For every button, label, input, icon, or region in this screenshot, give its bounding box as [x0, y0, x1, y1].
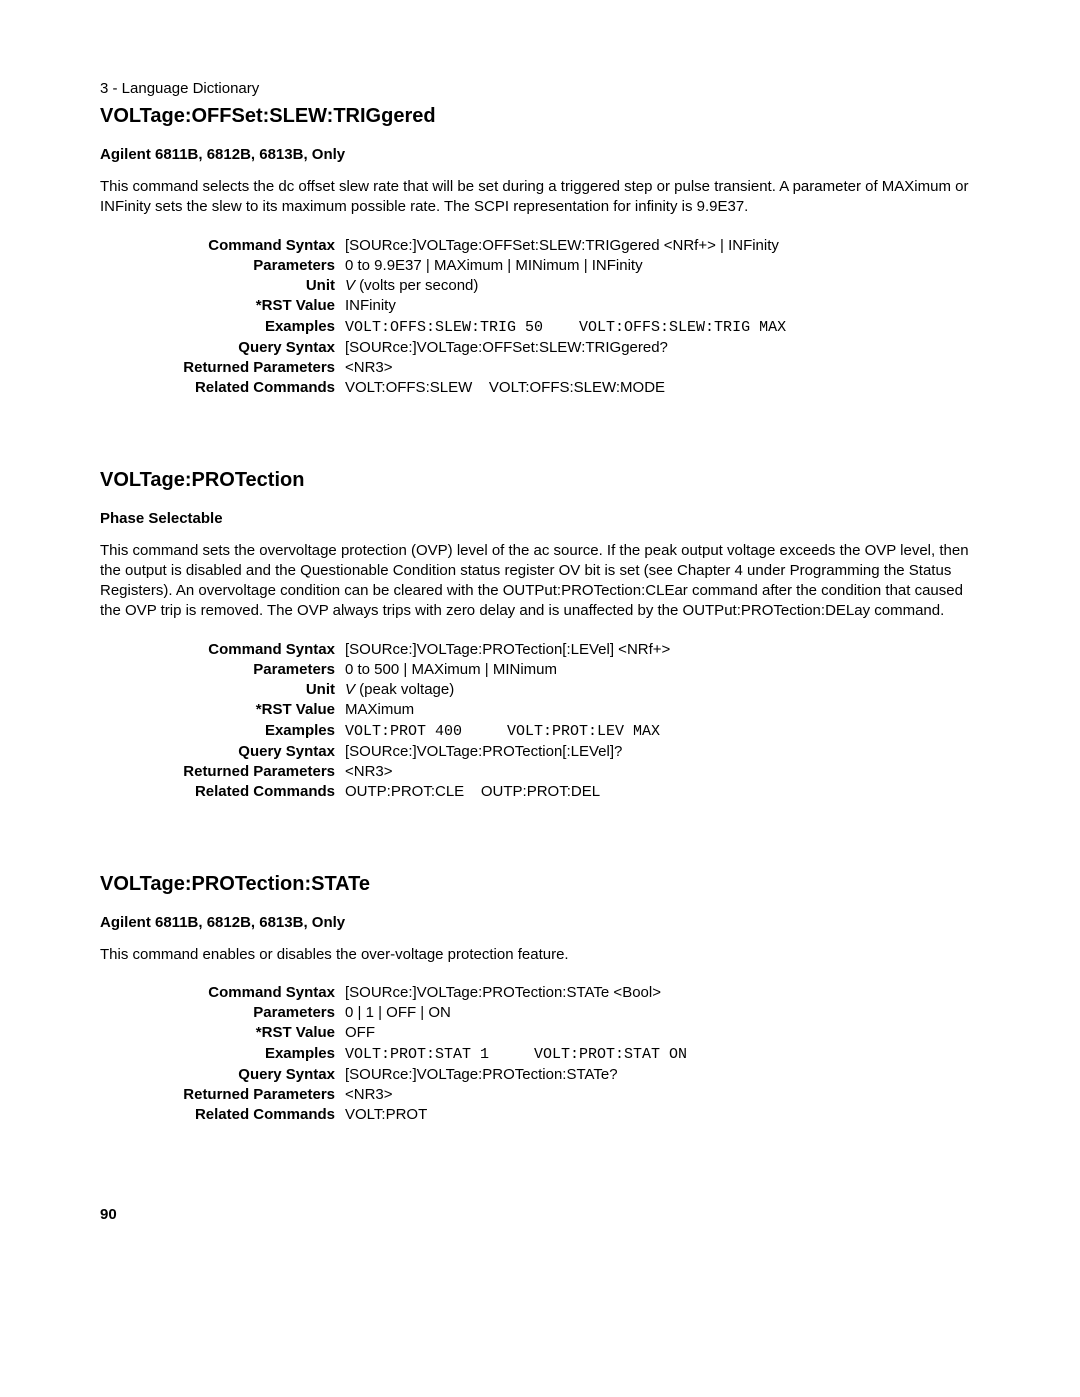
param-label: Returned Parameters — [100, 1085, 345, 1105]
param-label: Command Syntax — [100, 983, 345, 1003]
command-subtitle: Agilent 6811B, 6812B, 6813B, Only — [100, 914, 980, 931]
param-value-example: VOLT:OFFS:SLEW:TRIG 50 VOLT:OFFS:SLEW:TR… — [345, 318, 786, 338]
param-value: [SOURce:]VOLTage:OFFSet:SLEW:TRIGgered <… — [345, 236, 779, 256]
param-row: Returned Parameters <NR3> — [100, 1085, 980, 1105]
param-row: Unit V (peak voltage) — [100, 680, 980, 700]
param-row: Query Syntax [SOURce:]VOLTage:OFFSet:SLE… — [100, 338, 980, 358]
param-label: Examples — [100, 1044, 345, 1064]
param-label: Returned Parameters — [100, 358, 345, 378]
param-label: Query Syntax — [100, 742, 345, 762]
section-gap — [100, 439, 980, 469]
param-value: VOLT:OFFS:SLEW VOLT:OFFS:SLEW:MODE — [345, 378, 665, 398]
param-value-example: VOLT:PROT 400 VOLT:PROT:LEV MAX — [345, 722, 660, 742]
param-value: 0 to 500 | MAXimum | MINimum — [345, 660, 557, 680]
param-value: [SOURce:]VOLTage:PROTection[:LEVel] <NRf… — [345, 640, 670, 660]
unit-symbol: V — [345, 277, 355, 294]
param-value: OUTP:PROT:CLE OUTP:PROT:DEL — [345, 782, 600, 802]
param-value: [SOURce:]VOLTage:PROTection:STATe? — [345, 1065, 618, 1085]
unit-symbol: V — [345, 681, 355, 698]
param-label: Examples — [100, 317, 345, 337]
param-value: [SOURce:]VOLTage:PROTection[:LEVel]? — [345, 742, 622, 762]
parameter-table: Command Syntax [SOURce:]VOLTage:PROTecti… — [100, 640, 980, 803]
command-subtitle: Agilent 6811B, 6812B, 6813B, Only — [100, 146, 980, 163]
unit-text: (volts per second) — [355, 277, 478, 294]
page-container: 3 - Language Dictionary VOLTage:OFFSet:S… — [0, 0, 1080, 1283]
param-row: *RST Value MAXimum — [100, 700, 980, 720]
param-label: Related Commands — [100, 1105, 345, 1125]
param-label: *RST Value — [100, 700, 345, 720]
param-row: Parameters 0 to 9.9E37 | MAXimum | MINim… — [100, 256, 980, 276]
command-description: This command selects the dc offset slew … — [100, 177, 980, 218]
param-row: Returned Parameters <NR3> — [100, 358, 980, 378]
param-row: Examples VOLT:OFFS:SLEW:TRIG 50 VOLT:OFF… — [100, 317, 980, 338]
param-label: Examples — [100, 721, 345, 741]
param-label: Related Commands — [100, 378, 345, 398]
parameter-table: Command Syntax [SOURce:]VOLTage:PROTecti… — [100, 983, 980, 1126]
command-title: VOLTage:PROTection:STATe — [100, 873, 980, 896]
param-value: <NR3> — [345, 358, 393, 378]
param-row: Unit V (volts per second) — [100, 276, 980, 296]
param-value: 0 | 1 | OFF | ON — [345, 1003, 451, 1023]
command-title: VOLTage:PROTection — [100, 469, 980, 492]
param-label: Unit — [100, 680, 345, 700]
param-label: Unit — [100, 276, 345, 296]
param-label: Returned Parameters — [100, 762, 345, 782]
param-label: *RST Value — [100, 1023, 345, 1043]
param-row: Parameters 0 to 500 | MAXimum | MINimum — [100, 660, 980, 680]
param-row: Command Syntax [SOURce:]VOLTage:PROTecti… — [100, 983, 980, 1003]
param-label: Query Syntax — [100, 1065, 345, 1085]
param-label: Command Syntax — [100, 640, 345, 660]
section-gap — [100, 843, 980, 873]
param-value: INFinity — [345, 296, 396, 316]
param-label: Related Commands — [100, 782, 345, 802]
param-value: V (volts per second) — [345, 276, 478, 296]
param-value: MAXimum — [345, 700, 414, 720]
parameter-table: Command Syntax [SOURce:]VOLTage:OFFSet:S… — [100, 236, 980, 399]
param-value: <NR3> — [345, 762, 393, 782]
param-label: Parameters — [100, 256, 345, 276]
param-row: Query Syntax [SOURce:]VOLTage:PROTection… — [100, 742, 980, 762]
section-2: VOLTage:PROTection:STATe Agilent 6811B, … — [100, 873, 980, 1126]
param-label: *RST Value — [100, 296, 345, 316]
param-value: OFF — [345, 1023, 375, 1043]
page-header: 3 - Language Dictionary — [100, 80, 980, 97]
param-row: Related Commands VOLT:OFFS:SLEW VOLT:OFF… — [100, 378, 980, 398]
param-row: Related Commands VOLT:PROT — [100, 1105, 980, 1125]
unit-text: (peak voltage) — [355, 681, 454, 698]
param-row: Examples VOLT:PROT 400 VOLT:PROT:LEV MAX — [100, 721, 980, 742]
command-title: VOLTage:OFFSet:SLEW:TRIGgered — [100, 105, 980, 128]
param-row: Command Syntax [SOURce:]VOLTage:PROTecti… — [100, 640, 980, 660]
param-value: [SOURce:]VOLTage:OFFSet:SLEW:TRIGgered? — [345, 338, 668, 358]
param-value: VOLT:PROT — [345, 1105, 427, 1125]
param-row: Parameters 0 | 1 | OFF | ON — [100, 1003, 980, 1023]
param-label: Parameters — [100, 1003, 345, 1023]
param-label: Query Syntax — [100, 338, 345, 358]
param-value: 0 to 9.9E37 | MAXimum | MINimum | INFini… — [345, 256, 643, 276]
param-row: Returned Parameters <NR3> — [100, 762, 980, 782]
param-label: Parameters — [100, 660, 345, 680]
param-row: Examples VOLT:PROT:STAT 1 VOLT:PROT:STAT… — [100, 1044, 980, 1065]
page-number: 90 — [100, 1206, 980, 1223]
param-label: Command Syntax — [100, 236, 345, 256]
param-row: *RST Value OFF — [100, 1023, 980, 1043]
param-value-example: VOLT:PROT:STAT 1 VOLT:PROT:STAT ON — [345, 1045, 687, 1065]
param-row: Command Syntax [SOURce:]VOLTage:OFFSet:S… — [100, 236, 980, 256]
command-subtitle: Phase Selectable — [100, 510, 980, 527]
param-value: <NR3> — [345, 1085, 393, 1105]
param-row: *RST Value INFinity — [100, 296, 980, 316]
command-description: This command sets the overvoltage protec… — [100, 541, 980, 622]
param-row: Related Commands OUTP:PROT:CLE OUTP:PROT… — [100, 782, 980, 802]
param-row: Query Syntax [SOURce:]VOLTage:PROTection… — [100, 1065, 980, 1085]
param-value: [SOURce:]VOLTage:PROTection:STATe <Bool> — [345, 983, 661, 1003]
section-0: VOLTage:OFFSet:SLEW:TRIGgered Agilent 68… — [100, 105, 980, 399]
command-description: This command enables or disables the ove… — [100, 945, 980, 965]
param-value: V (peak voltage) — [345, 680, 454, 700]
section-1: VOLTage:PROTection Phase Selectable This… — [100, 469, 980, 803]
